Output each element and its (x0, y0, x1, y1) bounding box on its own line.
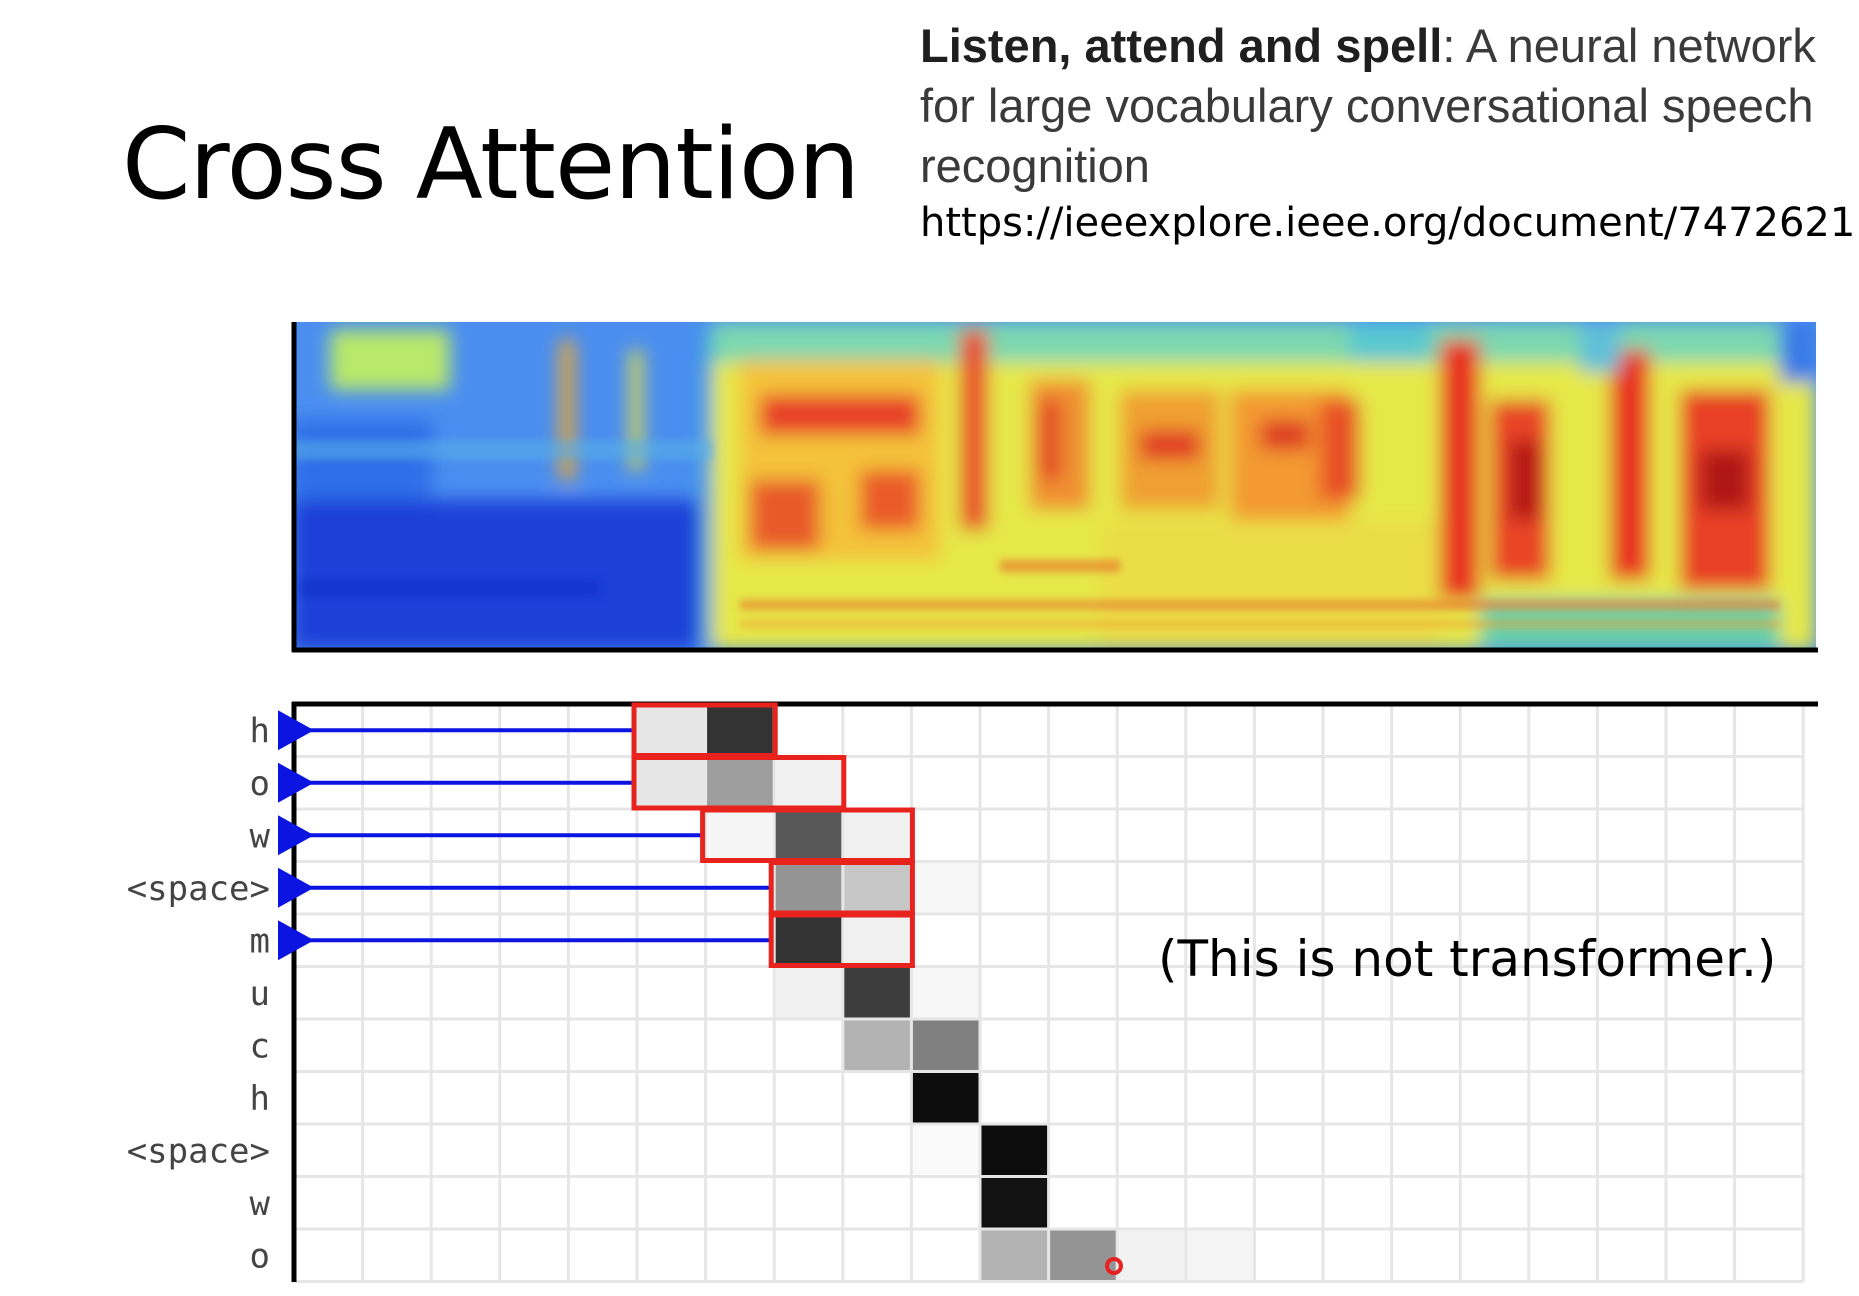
attention-cells (638, 705, 1253, 1280)
output-token-label: w (250, 816, 271, 856)
output-token-label: u (250, 974, 270, 1014)
paper-title-bold: Listen, attend and spell (920, 19, 1443, 72)
attention-cell (844, 863, 910, 913)
output-token-label: w (250, 1184, 271, 1224)
highlight-box (768, 912, 915, 968)
attention-cell (844, 810, 910, 860)
paper-reference: Listen, attend and spell: A neural netwo… (920, 16, 1850, 196)
attention-cell (775, 863, 842, 913)
output-token-label: h (250, 1079, 270, 1119)
attention-cell (1050, 1230, 1116, 1280)
attention-arrows (278, 710, 771, 961)
note-not-transformer: (This is not transformer.) (1158, 930, 1777, 988)
spectrogram (292, 322, 1816, 650)
attention-cell (638, 758, 705, 808)
attention-cell (912, 1020, 979, 1070)
attention-cell (981, 1125, 1048, 1175)
attention-cell (844, 915, 910, 965)
attention-grid (292, 702, 1805, 1283)
cursor-marker-icon (1105, 1257, 1123, 1275)
highlight-boxes (631, 702, 915, 968)
output-token-label: o (250, 764, 270, 804)
attention-cell (707, 705, 773, 755)
output-token-label: c (250, 1026, 270, 1066)
attention-cell (1118, 1230, 1185, 1280)
attention-cell (707, 810, 773, 860)
slide-title: Cross Attention (122, 108, 860, 222)
attention-cell (912, 1125, 979, 1175)
attention-cell (775, 968, 842, 1018)
paper-title-rest: : A neural network for large vocabulary … (920, 19, 1816, 192)
attention-cell (912, 968, 979, 1018)
attention-cell (638, 705, 705, 755)
attention-cell (981, 1178, 1048, 1228)
attention-cell (912, 863, 979, 913)
attention-cell (775, 810, 842, 860)
attention-cell (707, 758, 773, 808)
attention-cell (1187, 1230, 1253, 1280)
attention-cell (775, 915, 842, 965)
output-token-label: m (250, 921, 270, 961)
attention-cell (775, 758, 842, 808)
output-token-label: o (250, 1236, 270, 1276)
attention-cell (844, 968, 910, 1018)
paper-link[interactable]: https://ieeexplore.ieee.org/document/747… (920, 200, 1856, 246)
output-token-label: <space> (127, 869, 270, 909)
attention-cell (981, 1230, 1048, 1280)
output-token-label: <space> (127, 1131, 270, 1171)
output-token-label: h (250, 711, 270, 751)
attention-cell (844, 1020, 910, 1070)
attention-cell (912, 1073, 979, 1123)
